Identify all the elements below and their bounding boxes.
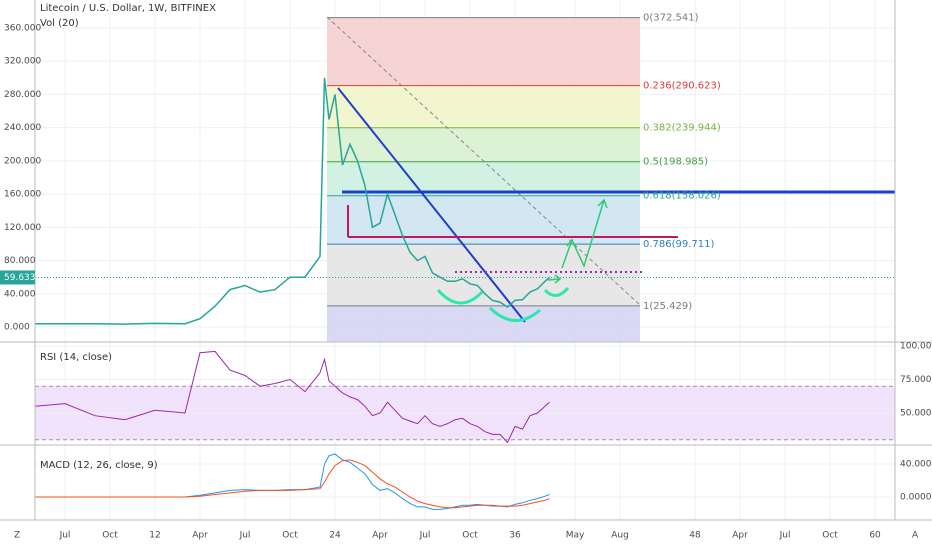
fib-label: 0.382(239.944) [643, 123, 721, 134]
x-tick-label: Oct [462, 531, 478, 541]
x-tick-label: Jul [239, 531, 251, 541]
fib-zone [327, 244, 640, 306]
y-tick-label: 320.000 [4, 57, 41, 67]
fib-zone [327, 161, 640, 196]
x-tick-label: 24 [329, 531, 341, 541]
y-tick-label: 75.0000 [900, 375, 932, 385]
shoulder-arc [436, 288, 484, 305]
y-tick-label: 80.000 [4, 256, 36, 266]
arrow [547, 274, 562, 284]
fib-label: 0(372.541) [643, 13, 699, 24]
series-line [35, 77, 550, 325]
volume-label: Vol (20) [40, 18, 79, 29]
y-tick-label: 360.000 [4, 23, 41, 33]
series-line [35, 459, 550, 509]
x-tick-label: May [566, 531, 585, 541]
y-tick-label: 40.000 [4, 289, 36, 299]
arrow [561, 198, 608, 269]
series-line [34, 350, 550, 444]
x-tick-label: Apr [372, 531, 388, 541]
y-tick-label: 240.000 [4, 123, 41, 133]
toolbar-button[interactable]: Z [14, 531, 20, 541]
macd-title: MACD (12, 26, close, 9) [40, 460, 158, 471]
rsi-title: RSI (14, close) [40, 352, 112, 363]
toolbar-button[interactable]: A [912, 531, 919, 541]
x-tick-label: 36 [509, 531, 521, 541]
y-tick-label: 40.0000 [900, 459, 932, 469]
last-price-badge [0, 270, 35, 285]
fib-zone [327, 305, 640, 342]
fib-label: 1(25.429) [643, 301, 692, 312]
fib-zone [327, 127, 640, 162]
fib-label: 0.618(158.026) [643, 191, 721, 202]
fib-trend-line [326, 16, 641, 306]
y-tick-label: 100.0000 [900, 342, 932, 352]
plot-layer [34, 77, 895, 510]
chart-title: Litecoin / U.S. Dollar, 1W, BITFINEX [40, 3, 216, 14]
x-tick-label: 12 [149, 531, 160, 541]
y-tick-label: 0.0000 [900, 492, 932, 502]
x-tick-label: Apr [192, 531, 208, 541]
last-price-label: 59.633 [4, 273, 36, 283]
x-tick-label: Oct [282, 531, 298, 541]
x-tick-label: Jul [419, 531, 431, 541]
head-arc [488, 306, 541, 322]
x-tick-label: Oct [822, 531, 838, 541]
x-tick-label: Jul [779, 531, 791, 541]
trend-line [337, 87, 526, 323]
fib-zone [327, 17, 640, 86]
y-tick-label: 0.000 [4, 322, 30, 332]
x-tick-label: 48 [689, 531, 701, 541]
fib-zone [327, 85, 640, 128]
y-tick-label: 200.000 [4, 156, 41, 166]
x-tick-label: Apr [732, 531, 748, 541]
fib-label: 0.236(290.623) [643, 81, 721, 92]
label-layer: Jul Oct 12 Apr Jul Oct 24 Apr Jul Oct 36 May Aug 48 Ap… [0, 13, 932, 541]
series-line [35, 453, 550, 510]
shoulder-arc [543, 286, 570, 297]
y-tick-label: 50.0000 [900, 408, 932, 418]
y-tick-label: 280.000 [4, 90, 41, 100]
y-tick-label: 160.000 [4, 190, 41, 200]
x-tick-label: 60 [869, 531, 881, 541]
y-tick-label: 120.000 [4, 223, 41, 233]
x-tick-label: Jul [59, 531, 71, 541]
fib-label: 0.5(198.985) [643, 157, 708, 168]
fib-layer [327, 17, 640, 342]
x-tick-label: Oct [102, 531, 118, 541]
fib-label: 0.786(99.711) [643, 239, 715, 250]
x-tick-label: Aug [611, 531, 629, 541]
